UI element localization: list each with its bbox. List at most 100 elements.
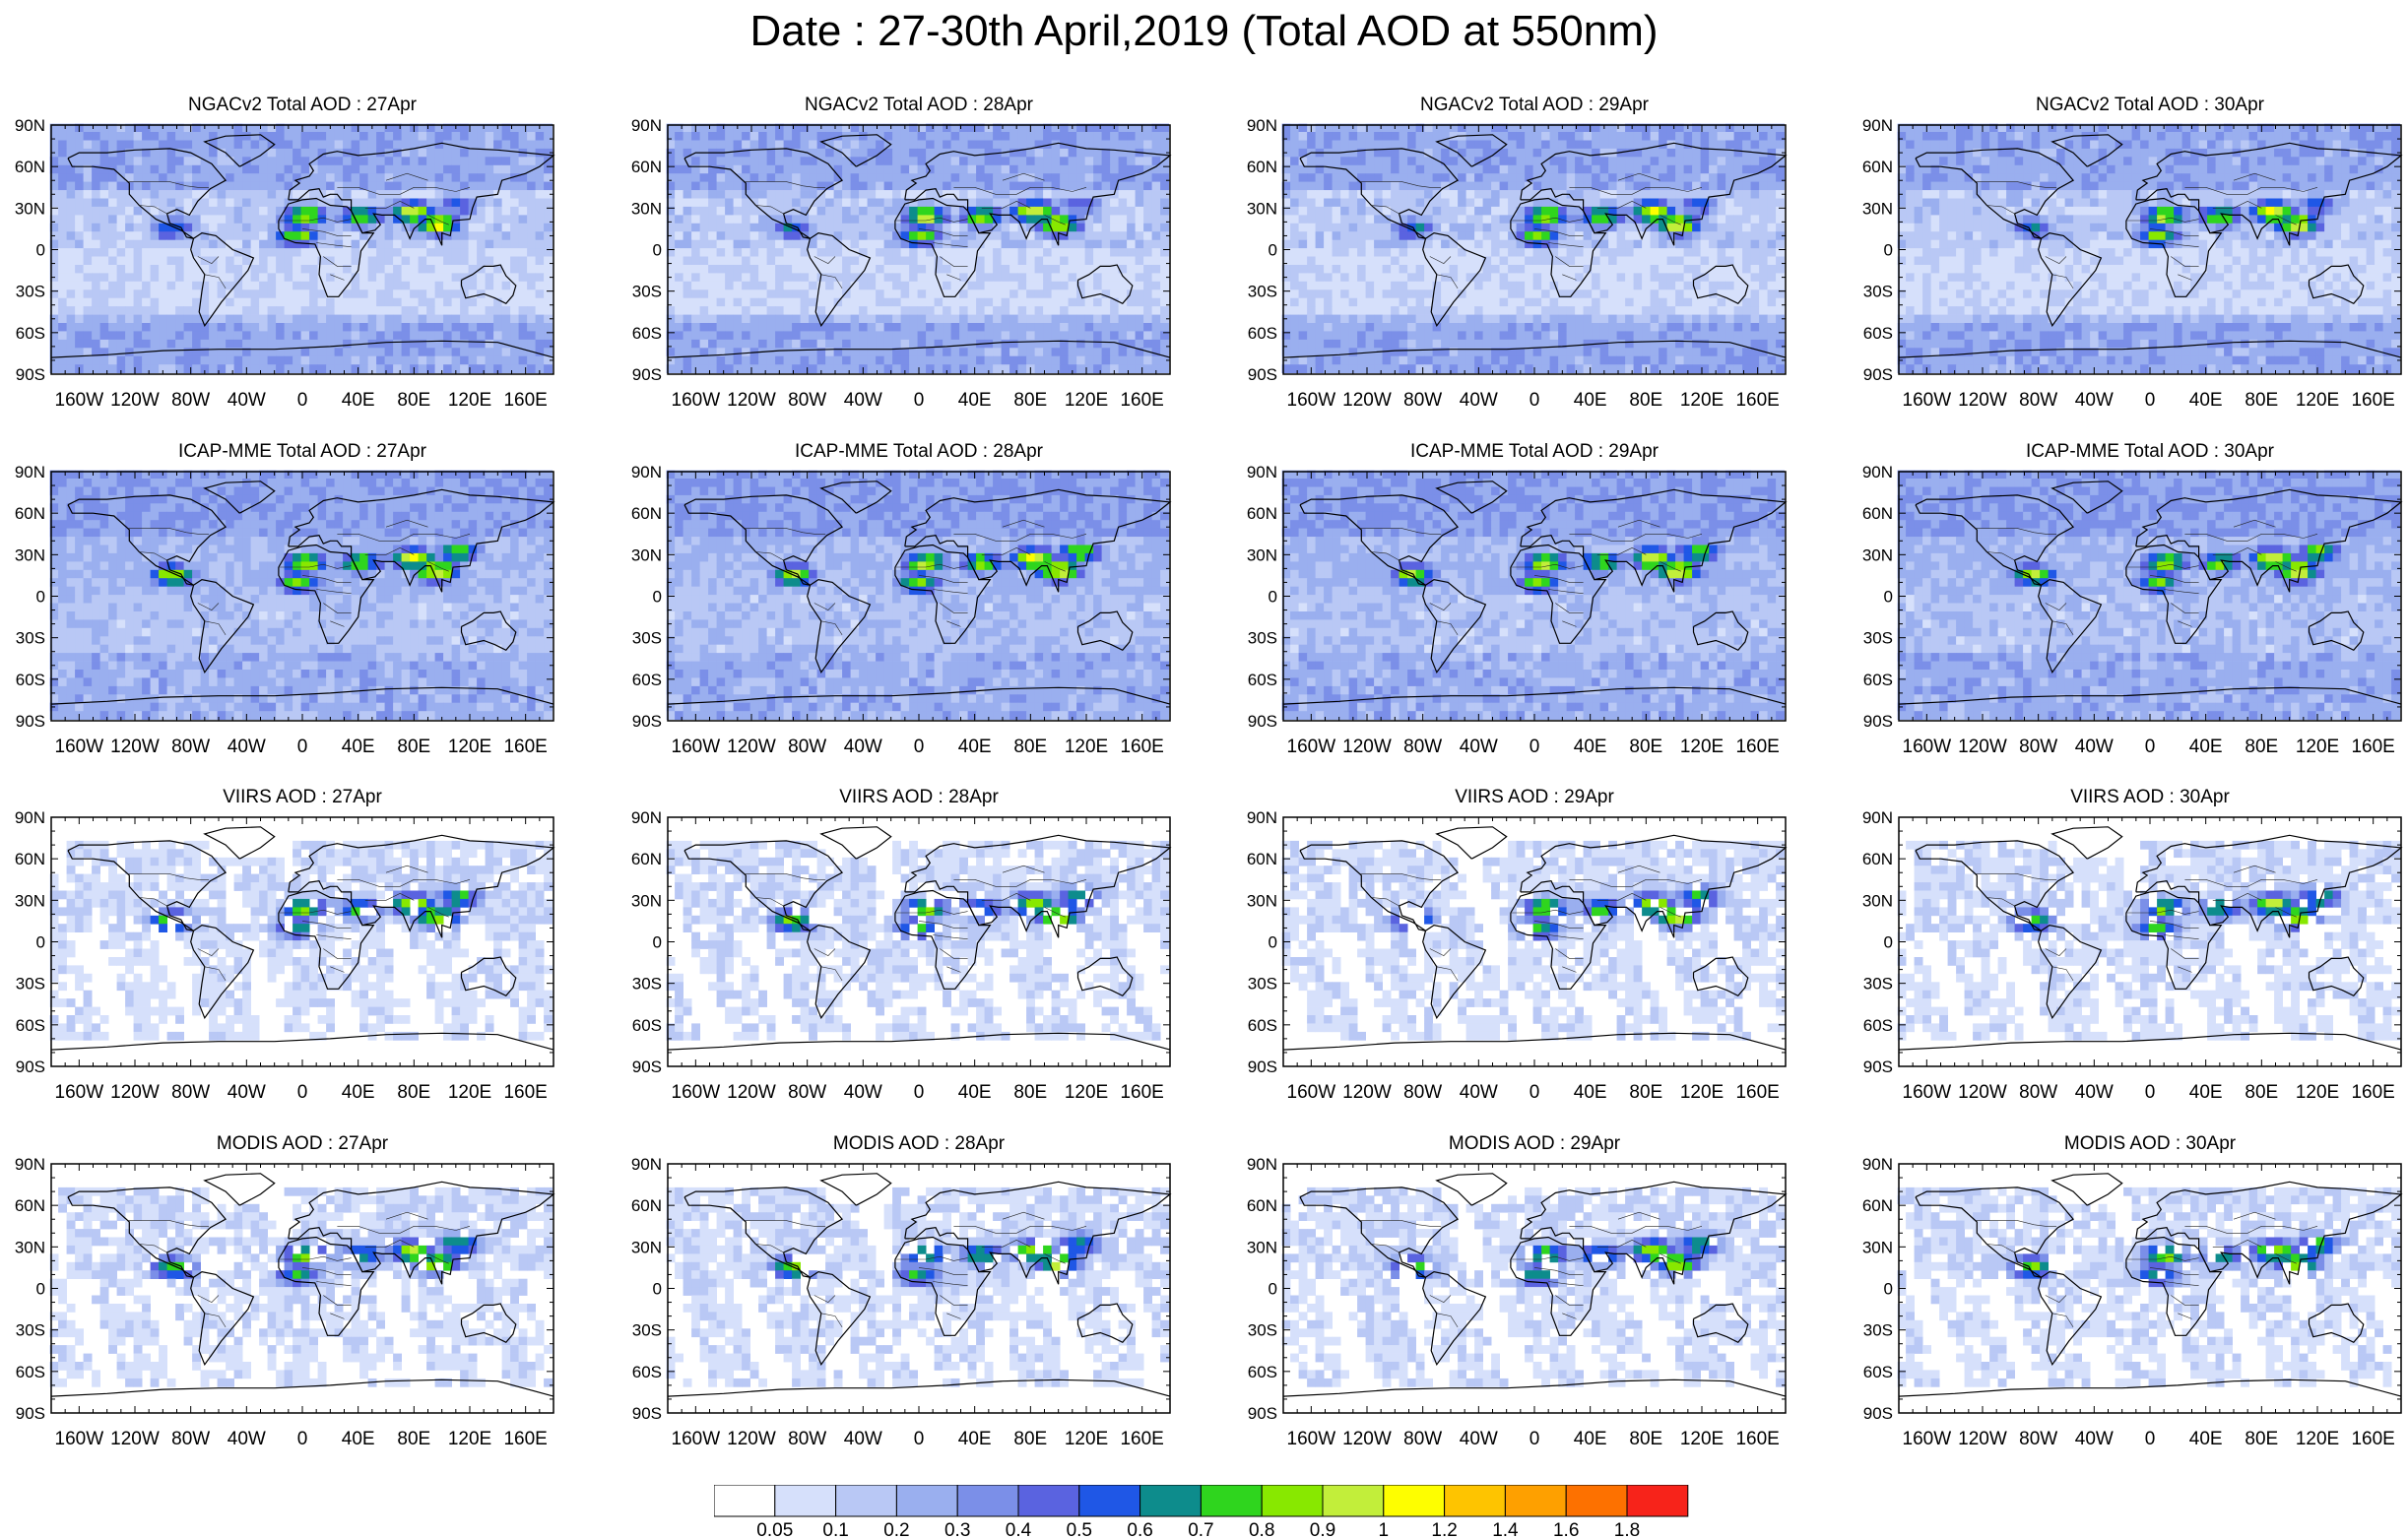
aod-cell <box>976 314 985 324</box>
aod-cell <box>816 164 826 174</box>
aod-cell <box>859 239 868 249</box>
aod-cell <box>434 265 444 274</box>
aod-cell <box>1583 265 1593 274</box>
aod-cell <box>401 190 411 199</box>
aod-cell <box>367 190 377 199</box>
aod-cell <box>892 273 901 283</box>
aod-cell <box>493 306 502 315</box>
aod-cell <box>1332 140 1341 150</box>
aod-cell <box>733 364 743 373</box>
aod-cell <box>691 297 700 307</box>
aod-cell <box>909 306 918 315</box>
aod-cell <box>967 348 977 357</box>
aod-cell <box>1068 215 1077 224</box>
aod-cell <box>708 123 717 133</box>
aod-cell <box>1733 164 1743 174</box>
aod-cell <box>775 206 784 216</box>
aod-cell <box>1093 348 1102 357</box>
aod-cell <box>749 157 759 166</box>
aod-cell <box>1525 132 1533 141</box>
aod-cell <box>217 206 227 216</box>
aod-cell <box>359 190 368 199</box>
aod-cell <box>976 364 985 373</box>
aod-cell <box>1051 132 1061 141</box>
aod-cell <box>1767 148 1777 158</box>
aod-cell <box>300 215 310 224</box>
aod-cell <box>742 339 750 349</box>
aod-cell <box>892 355 901 365</box>
aod-cell <box>150 355 160 365</box>
aod-cell <box>343 123 352 133</box>
aod-cell <box>950 355 960 365</box>
aod-cell <box>1017 215 1027 224</box>
aod-cell <box>393 173 402 182</box>
aod-cell <box>183 123 193 133</box>
aod-cell <box>401 339 411 349</box>
aod-cell <box>1290 239 1299 249</box>
aod-cell <box>967 256 977 266</box>
aod-cell <box>859 297 868 307</box>
aod-cell <box>426 231 435 240</box>
aod-cell <box>443 223 452 232</box>
aod-cell <box>460 297 469 307</box>
aod-cell <box>393 273 402 283</box>
aod-cell <box>367 289 377 299</box>
aod-cell <box>1340 181 1349 191</box>
aod-cell <box>1717 256 1726 266</box>
aod-cell <box>300 339 310 349</box>
aod-cell <box>183 239 193 249</box>
aod-cell <box>758 339 767 349</box>
aod-cell <box>766 339 776 349</box>
aod-cell <box>527 306 536 315</box>
aod-cell <box>527 314 536 324</box>
aod-cell <box>493 248 502 257</box>
aod-cell <box>426 181 435 191</box>
aod-cell <box>859 339 868 349</box>
aod-cell <box>883 157 893 166</box>
aod-cell <box>159 164 167 174</box>
aod-cell <box>1118 148 1128 158</box>
aod-cell <box>359 148 368 158</box>
aod-cell <box>58 123 67 133</box>
aod-cell <box>242 273 251 283</box>
aod-cell <box>716 364 726 373</box>
aod-cell <box>284 306 293 315</box>
aod-cell <box>443 248 452 257</box>
aod-cell <box>125 140 134 150</box>
aod-cell <box>1759 173 1768 182</box>
aod-cell <box>934 348 944 357</box>
aod-cell <box>376 331 385 341</box>
aod-cell <box>250 148 260 158</box>
aod-cell <box>984 239 994 249</box>
aod-cell <box>733 148 743 158</box>
aod-cell <box>825 173 834 182</box>
lat-tick-label: 30N <box>15 199 45 218</box>
aod-cell <box>443 289 452 299</box>
aod-cell <box>909 256 918 266</box>
aod-cell <box>1374 215 1383 224</box>
aod-cell <box>959 289 968 299</box>
aod-cell <box>825 314 834 324</box>
aod-cell <box>883 281 893 290</box>
aod-cell <box>485 331 494 341</box>
aod-cell <box>1399 157 1408 166</box>
aod-cell <box>708 248 717 257</box>
aod-cell <box>943 256 951 266</box>
aod-cell <box>1449 140 1459 150</box>
aod-cell <box>917 198 927 208</box>
aod-cell <box>1532 256 1542 266</box>
aod-cell <box>376 289 385 299</box>
aod-cell <box>691 348 700 357</box>
aod-cell <box>691 306 700 315</box>
aod-cell <box>716 331 726 341</box>
aod-cell <box>376 314 385 324</box>
aod-cell <box>1009 355 1018 365</box>
aod-cell <box>926 140 935 150</box>
aod-cell <box>334 273 344 283</box>
aod-cell <box>1357 223 1366 232</box>
aod-cell <box>1127 256 1136 266</box>
aod-cell <box>699 164 709 174</box>
aod-cell <box>1127 239 1136 249</box>
aod-cell <box>742 331 750 341</box>
aod-cell <box>1717 140 1726 150</box>
